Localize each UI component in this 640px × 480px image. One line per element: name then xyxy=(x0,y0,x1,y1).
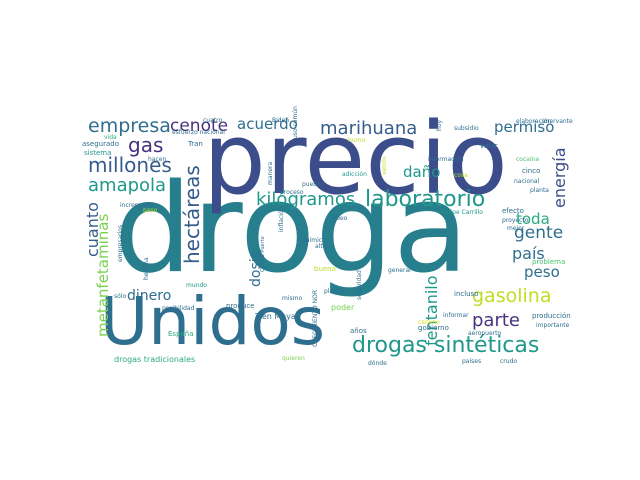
cloud-word: daño xyxy=(403,163,441,181)
cloud-word: inflación xyxy=(278,206,285,232)
cloud-word: toda xyxy=(516,210,550,228)
cloud-word: produce xyxy=(226,302,255,310)
cloud-word: aeropuerto xyxy=(468,330,502,337)
cloud-word: precio xyxy=(203,102,508,217)
cloud-word: marihuana xyxy=(320,118,418,139)
cloud-word: empresa xyxy=(88,115,171,137)
cloud-word: planta xyxy=(530,187,549,194)
cloud-word: cuanto xyxy=(83,202,102,257)
cloud-word: drogas sintéticas xyxy=(352,333,540,358)
cloud-word: mundo xyxy=(186,282,207,289)
cloud-word: drogas tradicionales xyxy=(114,355,196,364)
cloud-word: producción xyxy=(532,312,571,320)
cloud-word: información xyxy=(428,156,464,163)
cloud-word: general xyxy=(388,267,411,274)
cloud-word: gas xyxy=(128,133,164,157)
cloud-word: heroína xyxy=(143,257,150,280)
cloud-word: dinero xyxy=(127,288,172,304)
cloud-word: vida xyxy=(104,134,117,141)
cloud-word: incremento xyxy=(120,202,155,209)
cloud-word: países xyxy=(462,358,482,365)
cloud-word: crudo xyxy=(500,358,518,365)
cloud-word: proyecto xyxy=(502,217,529,224)
cloud-word: CRECIMIENTO NOR xyxy=(312,289,319,347)
cloud-word: cuatro xyxy=(203,117,223,124)
cloud-word: Felipe Carrillo xyxy=(442,209,483,216)
cloud-word: poder xyxy=(331,303,355,312)
cloud-word: mejor xyxy=(507,225,525,232)
cloud-word: posibilidad xyxy=(162,305,195,312)
cloud-word: alto xyxy=(315,243,327,250)
cloud-word: buena xyxy=(314,265,336,273)
cloud-word: gente xyxy=(514,223,564,243)
cloud-word: pueblo xyxy=(302,181,323,188)
cloud-word: cinco xyxy=(522,167,541,175)
cloud-word: proceso xyxy=(280,189,304,196)
cloud-word: vendo xyxy=(381,156,388,175)
cloud-word: mismo xyxy=(282,295,303,302)
cloud-word: camino xyxy=(418,319,440,326)
cloud-word: uso común xyxy=(292,106,299,139)
cloud-word: manera xyxy=(267,161,274,185)
cloud-word: energía xyxy=(550,147,569,208)
cloud-word: químico xyxy=(302,237,326,244)
cloud-word: peso xyxy=(524,263,560,281)
cloud-word: acuerdo xyxy=(237,115,298,133)
cloud-word: adicción xyxy=(342,171,367,178)
cloud-word: hacen xyxy=(148,156,167,163)
cloud-word: permiso xyxy=(494,118,555,136)
cloud-word: gobierno xyxy=(418,324,449,332)
cloud-word: Unidos xyxy=(100,283,326,360)
cloud-word: subsidio xyxy=(454,125,479,132)
cloud-word: quieren xyxy=(282,355,305,362)
cloud-word: Biden xyxy=(272,117,290,124)
cloud-word: sistema xyxy=(84,149,112,157)
cloud-word: laboratorio xyxy=(365,187,486,212)
cloud-word: cosa xyxy=(454,172,468,179)
cloud-word: paso xyxy=(143,207,158,214)
cloud-word: cocaína xyxy=(516,156,540,163)
cloud-word: años xyxy=(350,327,367,335)
cloud-word: importante xyxy=(536,322,570,329)
cloud-word: nacional xyxy=(514,178,540,185)
cloud-word: efecto xyxy=(502,207,524,215)
cloud-word: millones xyxy=(88,153,172,177)
cloud-word: esfuerzo nacional xyxy=(172,129,225,136)
cloud-word: hoy xyxy=(436,119,443,131)
cloud-word: seguridad xyxy=(356,270,363,300)
cloud-word: Tren Maya xyxy=(255,312,296,321)
cloud-word: fentanilo xyxy=(422,275,441,346)
cloud-word: país xyxy=(512,244,545,263)
cloud-word: empresarios xyxy=(117,224,124,262)
cloud-word: dónde xyxy=(368,360,387,367)
cloud-word: España xyxy=(168,330,194,338)
cloud-word: parte xyxy=(472,310,520,331)
cloud-word: gasolina xyxy=(472,285,552,307)
cloud-background xyxy=(80,113,576,371)
cloud-word: valor xyxy=(480,142,498,150)
cloud-word: plantío xyxy=(324,288,345,295)
cloud-word: elaboración xyxy=(516,118,552,125)
cloud-word: sólo xyxy=(114,293,127,300)
cloud-word: hectáreas xyxy=(180,165,204,264)
cloud-word: informar xyxy=(443,312,469,319)
cloud-word: Carrillo Puerto xyxy=(260,236,266,272)
cloud-word: asegurado xyxy=(82,140,120,148)
cloud-word: humo xyxy=(348,137,366,144)
cloud-word: kilógramos xyxy=(256,189,356,210)
cloud-word: cenote xyxy=(170,116,229,136)
cloud-word: problema xyxy=(532,258,566,266)
cloud-word: incluso xyxy=(454,290,479,298)
cloud-word: amapola xyxy=(88,175,167,196)
cloud-word: video xyxy=(331,215,348,222)
cloud-word: Tran xyxy=(188,140,203,148)
cloud-word: droga xyxy=(114,158,469,301)
cloud-word: enervante xyxy=(542,118,573,125)
